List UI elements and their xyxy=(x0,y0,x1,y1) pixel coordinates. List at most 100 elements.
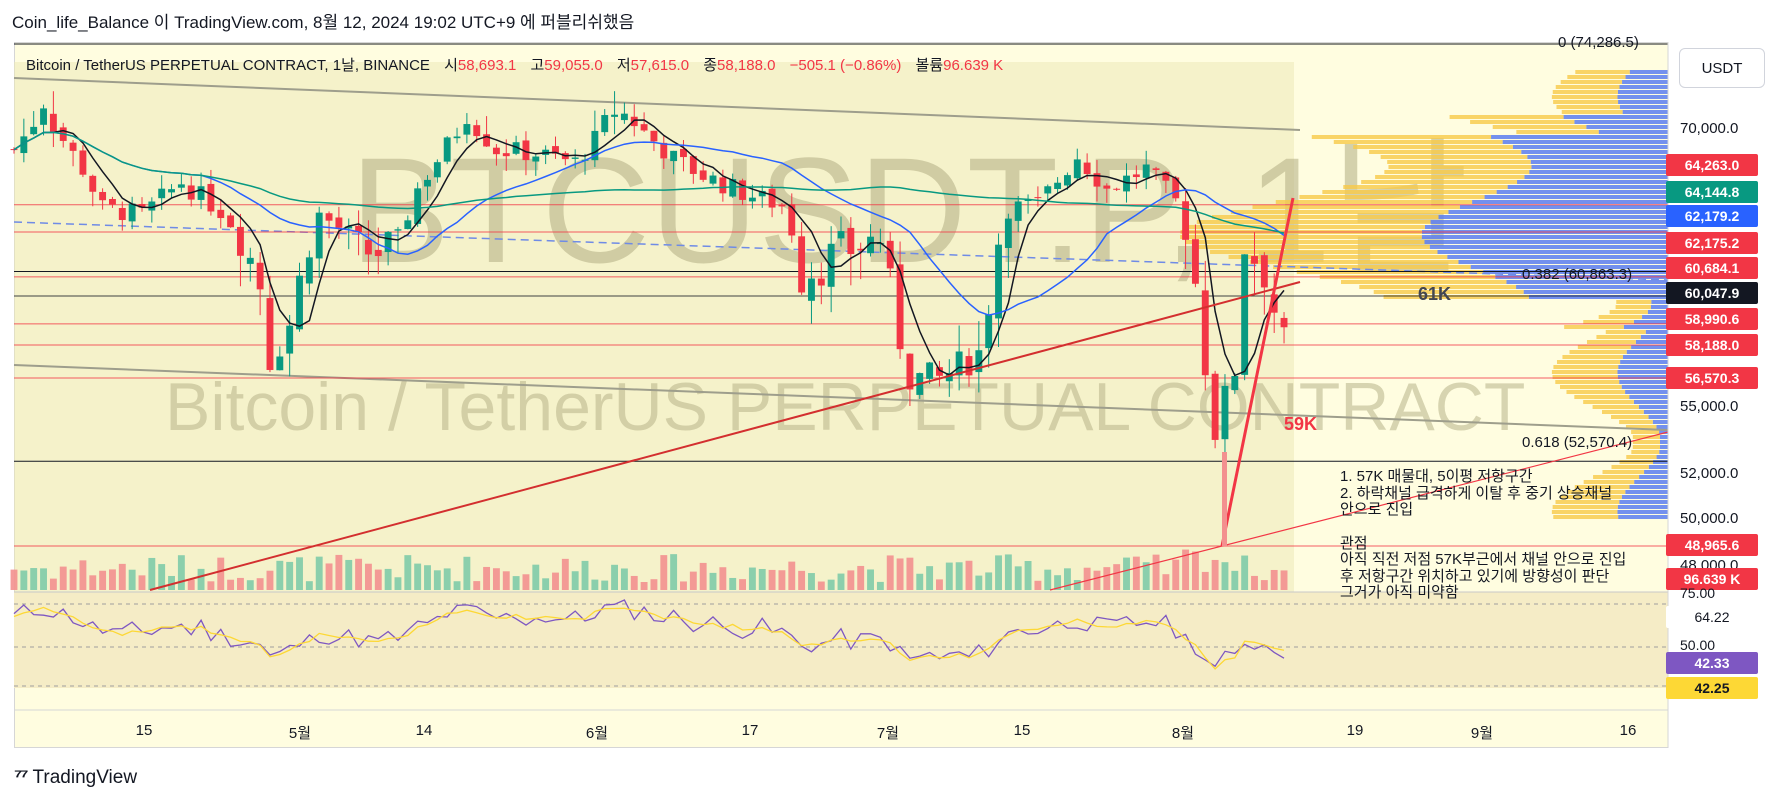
volume-bar xyxy=(906,557,914,590)
candle-body xyxy=(552,146,559,154)
candle-body xyxy=(256,262,264,290)
volume-profile-bar xyxy=(1651,300,1668,304)
candle-body xyxy=(739,180,746,200)
candle-body xyxy=(571,157,579,159)
candle-body xyxy=(148,201,156,211)
volume-bar xyxy=(473,581,481,590)
volume-bar xyxy=(1172,559,1180,590)
volume-bar xyxy=(414,563,422,590)
volume-bar xyxy=(492,568,500,590)
volume-profile-bar xyxy=(1186,225,1425,229)
time-tick-5: 7월 xyxy=(876,725,900,742)
legend-high: 59,055.0 xyxy=(544,57,603,74)
volume-profile-bar xyxy=(1211,215,1439,219)
volume-bar xyxy=(187,579,195,590)
candle-body xyxy=(611,114,619,117)
volume-profile-bar xyxy=(1659,450,1668,454)
volume-bar xyxy=(1132,556,1140,590)
volume-bar xyxy=(1063,568,1071,590)
candle-body xyxy=(817,278,825,286)
legend-open-label: 시 xyxy=(444,57,458,74)
candle-body xyxy=(1251,256,1258,264)
volume-profile-bar xyxy=(1553,100,1619,104)
volume-profile-bar xyxy=(1622,355,1668,359)
volume-profile-bar xyxy=(1633,320,1668,324)
volume-profile-bar xyxy=(1583,480,1635,484)
volume-profile-bar xyxy=(1621,495,1668,499)
candle-body xyxy=(788,204,796,236)
note-line-7: 후 저항구간 위치하고 있기에 방향성이 판단 xyxy=(1340,568,1610,585)
candle-body xyxy=(177,184,185,188)
volume-profile-bar xyxy=(1569,350,1627,354)
candle-body xyxy=(414,188,422,224)
candle-body xyxy=(1103,185,1111,189)
volume-bar xyxy=(1211,559,1219,590)
candle-body xyxy=(315,212,323,259)
candle-body xyxy=(1093,173,1101,187)
volume-profile-bar xyxy=(1492,125,1587,129)
volume-profile-bar xyxy=(1470,120,1575,124)
volume-bar xyxy=(384,568,392,590)
volume-profile-bar xyxy=(1643,410,1668,414)
volume-profile-bar xyxy=(1640,335,1668,339)
legend-high-label: 고 xyxy=(530,57,545,74)
candle-body xyxy=(305,257,313,284)
price-tick-50000: 50,000.0 xyxy=(1680,510,1739,527)
volume-bar xyxy=(739,579,746,590)
volume-profile-bar xyxy=(1615,305,1651,309)
volume-bar xyxy=(936,579,943,590)
volume-profile-bar xyxy=(1529,170,1668,174)
candle-body xyxy=(1113,188,1121,190)
volume-profile-bar xyxy=(1564,325,1624,329)
volume-bar xyxy=(158,564,166,590)
price-label-48965: 48,965.6 xyxy=(1666,534,1758,556)
note-line-8: 그거가 아직 미약함 xyxy=(1340,584,1459,601)
time-tick-4: 17 xyxy=(741,722,759,739)
volume-profile-bar xyxy=(1437,250,1668,254)
candle-body xyxy=(168,189,175,193)
volume-profile-bar xyxy=(1586,125,1668,129)
volume-profile-bar xyxy=(1648,465,1668,469)
candle-body xyxy=(798,236,806,293)
volume-bar xyxy=(89,575,97,590)
volume-profile-bar xyxy=(1602,410,1644,414)
volume-profile-bar xyxy=(1384,170,1530,174)
legend-low-label: 저 xyxy=(616,57,631,74)
volume-bar xyxy=(1241,555,1249,590)
volume-bar xyxy=(1103,567,1111,590)
tradingview-logo-icon: ⁷⁷ xyxy=(14,766,28,788)
candle-body xyxy=(1034,197,1042,199)
legend-close: 58,188.0 xyxy=(717,57,776,74)
volume-bar xyxy=(453,581,461,590)
volume-bar xyxy=(1260,580,1268,590)
volume-profile-bar xyxy=(1622,80,1668,84)
candle-body xyxy=(827,243,835,287)
volume-bar xyxy=(620,568,628,590)
volume-bar xyxy=(886,555,894,590)
volume-profile-bar xyxy=(1619,85,1668,89)
candle-body xyxy=(364,240,372,255)
currency-button[interactable]: USDT xyxy=(1679,48,1765,88)
volume-bar xyxy=(748,567,756,590)
note-line-2: 2. 하락채널 급격하게 이탈 후 중기 상승채널 xyxy=(1340,485,1613,502)
candle-body xyxy=(128,203,136,222)
volume-profile-bar xyxy=(1528,295,1668,299)
volume-bar xyxy=(955,562,963,590)
volume-profile-bar xyxy=(1388,165,1532,169)
price-label-56570: 56,570.3 xyxy=(1666,367,1758,389)
volume-bar xyxy=(591,579,599,590)
candle-body xyxy=(680,148,687,158)
volume-profile-bar xyxy=(1555,380,1620,384)
ma-long-line xyxy=(149,281,1301,591)
candle-body xyxy=(1142,164,1150,178)
footer[interactable]: ⁷⁷ TradingView xyxy=(14,766,137,789)
volume-bar xyxy=(345,559,353,590)
candle-body xyxy=(1221,385,1229,440)
volume-profile-bar xyxy=(1561,110,1623,114)
volume-profile-bar xyxy=(1438,215,1668,219)
volume-profile-bar xyxy=(1617,95,1668,99)
volume-profile-bar xyxy=(1551,95,1618,99)
volume-bar xyxy=(138,575,146,590)
volume-profile-bar xyxy=(1596,335,1641,339)
